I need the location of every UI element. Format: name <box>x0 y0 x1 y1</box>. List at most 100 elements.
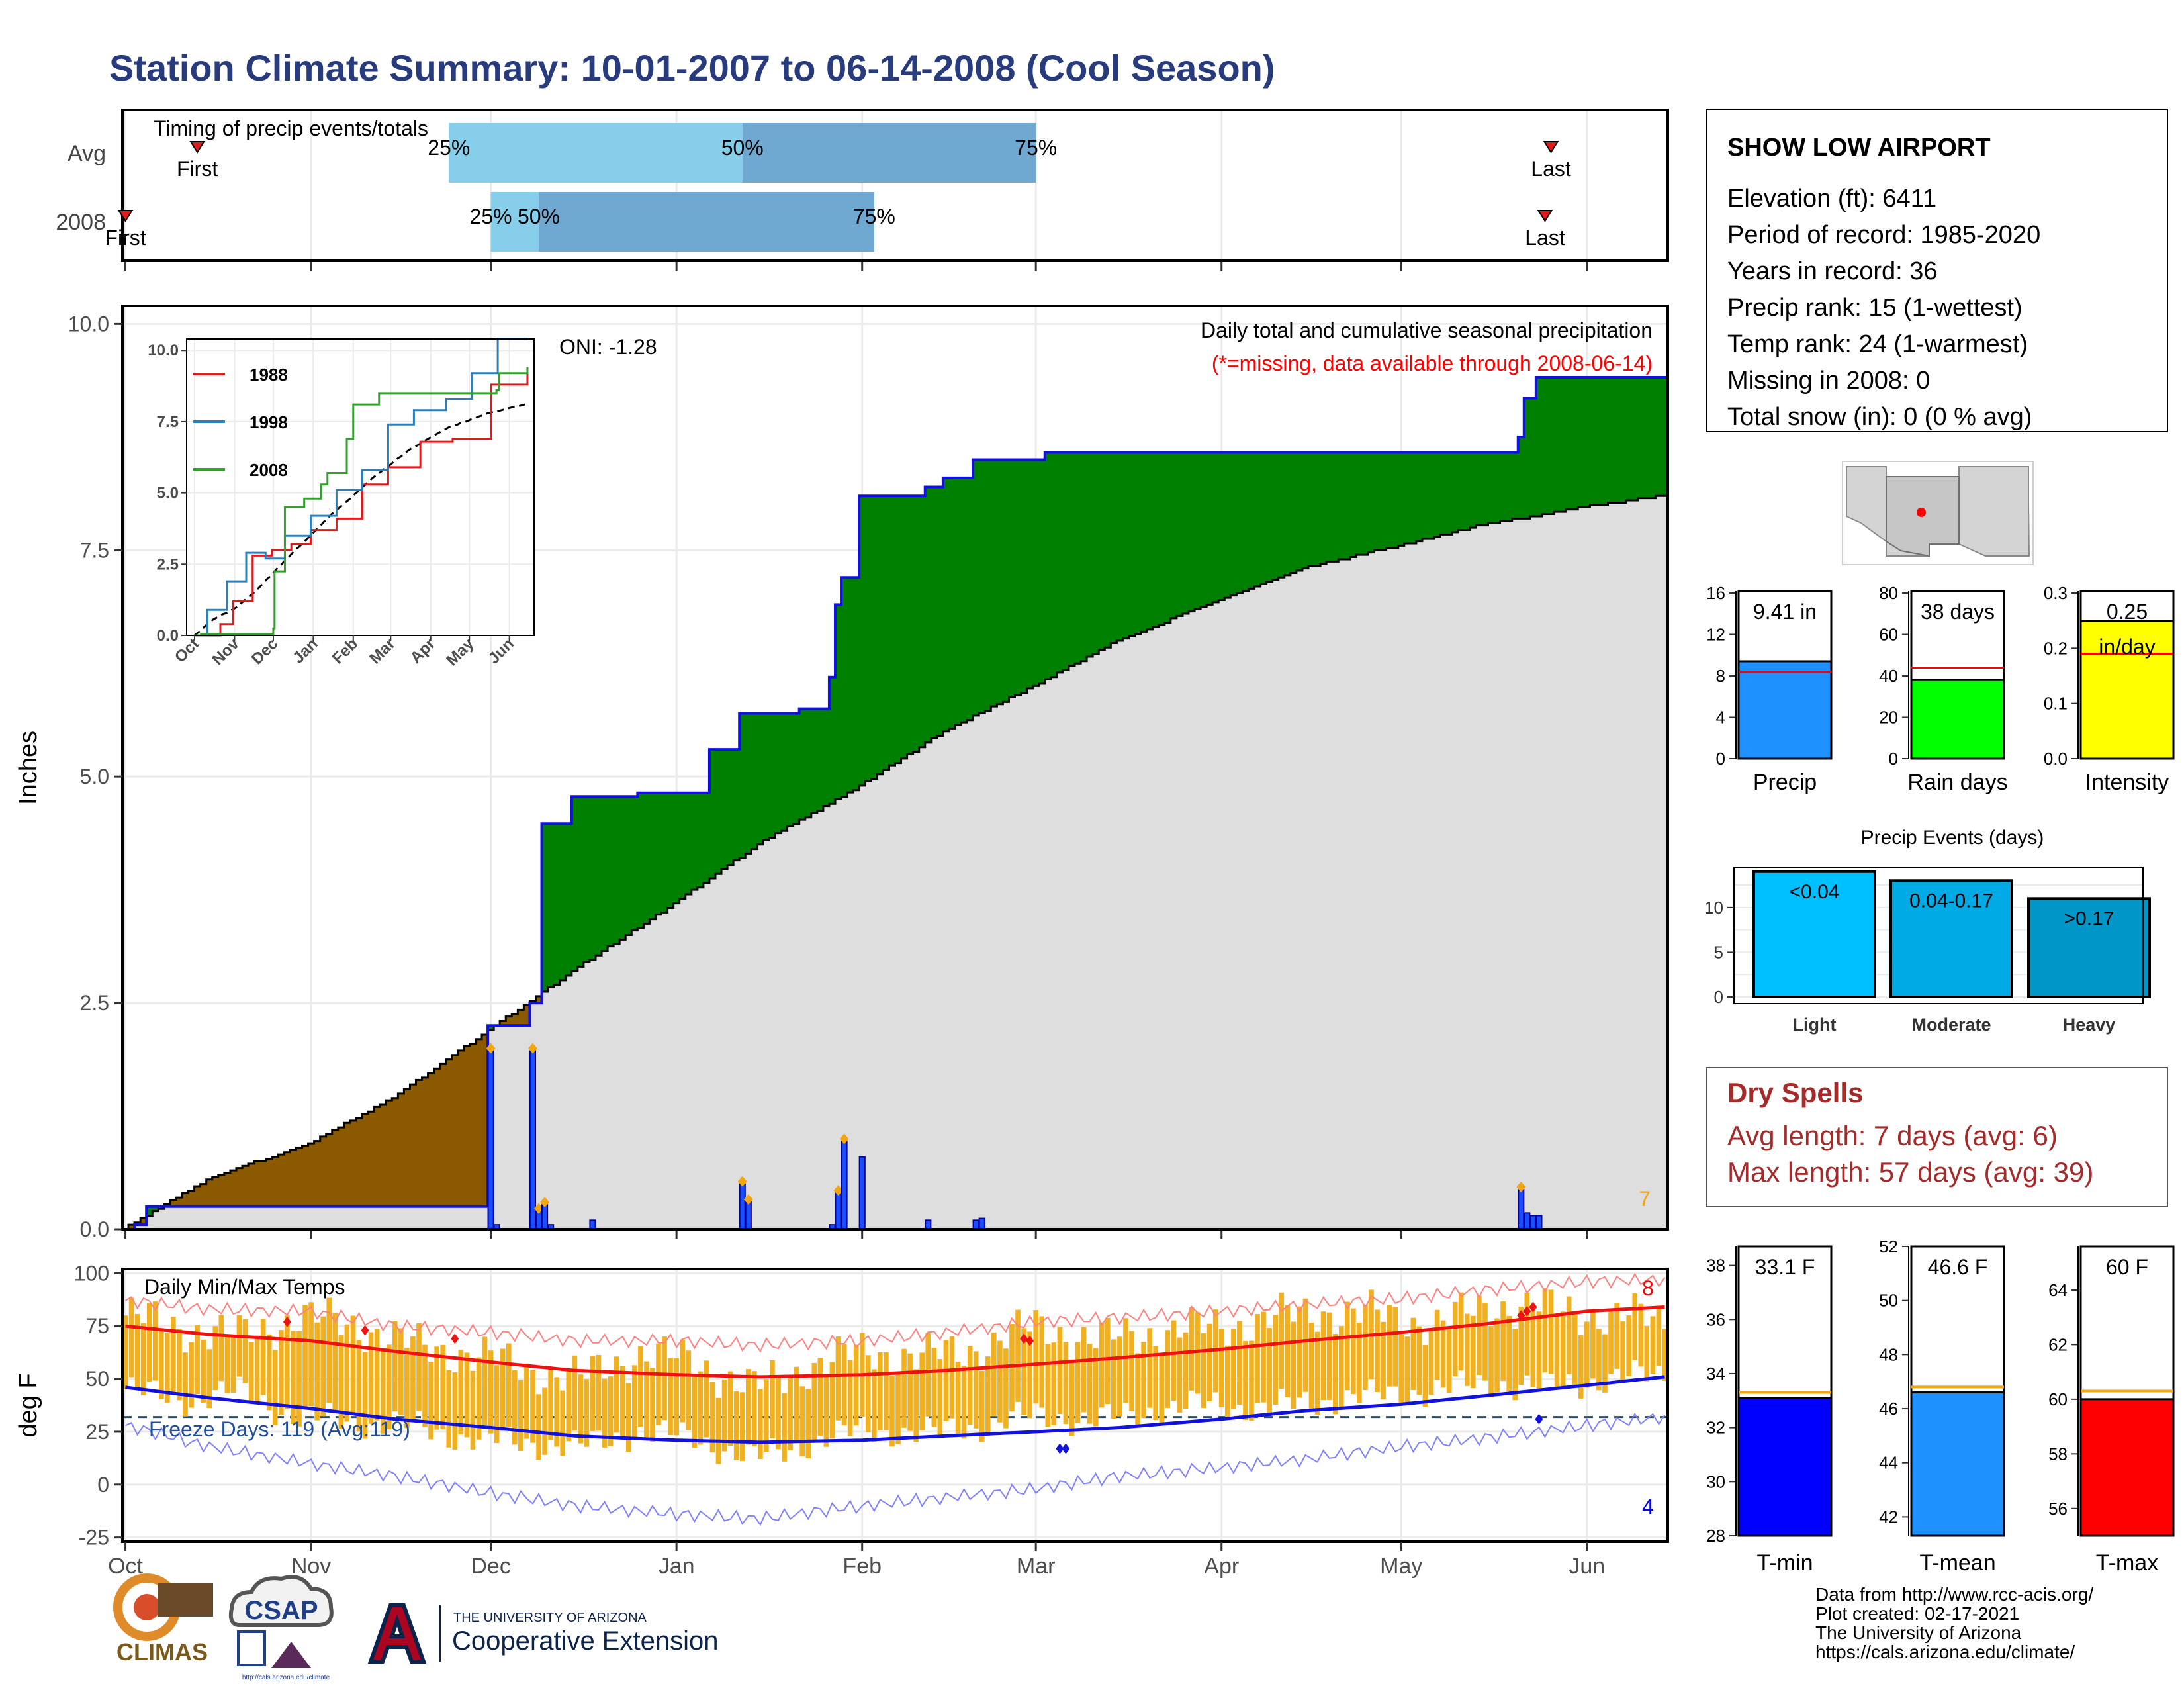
surplus-segment <box>1021 459 1028 693</box>
daily-temp-bar <box>805 1389 811 1459</box>
deficit-segment <box>176 1197 183 1207</box>
daily-precip-bar <box>1518 1188 1525 1230</box>
surplus-segment <box>1170 452 1177 618</box>
daily-temp-bar <box>745 1369 751 1445</box>
daily-temp-bar <box>835 1336 841 1421</box>
daily-temp-bar <box>302 1305 308 1409</box>
surplus-segment <box>673 792 680 904</box>
surplus-segment <box>919 496 926 747</box>
legend-label-1998: 1998 <box>250 412 288 432</box>
daily-temp-bar <box>1357 1323 1362 1404</box>
timing-first-marker <box>117 210 134 222</box>
deficit-segment <box>140 1217 147 1225</box>
daily-temp-bar <box>566 1370 572 1442</box>
daily-temp-bar <box>1506 1315 1512 1391</box>
daily-temp-bar <box>907 1353 913 1431</box>
daily-temp-bar <box>590 1356 596 1431</box>
daily-temp-bar <box>1650 1316 1656 1374</box>
surplus-segment <box>721 749 728 870</box>
surplus-segment <box>1512 452 1519 519</box>
daily-temp-bar <box>1177 1337 1183 1413</box>
daily-temp-bar <box>596 1354 602 1431</box>
record-high-marker <box>451 1333 459 1344</box>
surplus-segment <box>541 823 549 992</box>
daily-temp-bar <box>1195 1312 1201 1394</box>
daily-temp-bar <box>446 1370 452 1448</box>
summary-bar-tick-label: 0.0 <box>2044 749 2068 769</box>
surplus-segment <box>1434 452 1441 537</box>
surplus-segment <box>1547 377 1555 514</box>
surplus-segment <box>1308 452 1315 567</box>
dry-spells-max: Max length: 57 days (avg: 39) <box>1727 1156 2093 1188</box>
deficit-segment <box>188 1190 195 1207</box>
surplus-segment <box>979 459 985 714</box>
surplus-segment <box>1368 452 1375 553</box>
daily-temp-bar <box>285 1315 290 1409</box>
deficit-segment <box>535 996 543 1004</box>
daily-temp-bar <box>1206 1323 1212 1401</box>
temp-frame <box>121 1268 1669 1543</box>
summary-bars: 9.41 in 0 4 8 12 16 Precip 38 days 0 20 40 60 80 Rain… <box>1706 583 2175 795</box>
csap-wordmark: CSAP <box>244 1596 318 1625</box>
daily-temp-bar <box>1039 1316 1045 1408</box>
surplus-segment <box>1038 459 1046 684</box>
timing-last-marker <box>1543 141 1559 154</box>
daily-temp-bar <box>1572 1313 1578 1385</box>
summary-bar-label: Precip <box>1753 770 1817 795</box>
freeze-days-label: Freeze Days: 119 (Avg:119) <box>149 1417 410 1441</box>
credit-university: The University of Arizona <box>1815 1622 2022 1643</box>
station-period: Period of record: 1985-2020 <box>1727 221 2040 249</box>
surplus-segment <box>1081 452 1087 661</box>
surplus-segment <box>1302 452 1309 569</box>
surplus-segment <box>1518 437 1525 519</box>
surplus-segment <box>775 713 782 833</box>
daily-temp-bar <box>625 1383 631 1452</box>
surplus-segment <box>1452 452 1459 532</box>
daily-temp-bar <box>788 1377 793 1450</box>
daily-temp-bar <box>1063 1342 1069 1425</box>
timing-panel: 25% 50% 75% 25% 50% 75% Timing of precip even… <box>56 109 1669 271</box>
daily-temp-bar <box>159 1328 164 1400</box>
daily-temp-bar <box>189 1342 194 1408</box>
daily-temp-bar <box>260 1319 266 1395</box>
timing-last-label: Last <box>1525 226 1565 250</box>
daily-temp-bar <box>1332 1333 1338 1415</box>
temp-background <box>122 1269 1668 1542</box>
surplus-segment <box>955 477 962 725</box>
daily-temp-bar <box>925 1333 931 1417</box>
daily-temp-bar <box>937 1359 943 1434</box>
timing-bar-25-50 <box>490 192 539 252</box>
surplus-segment <box>1212 452 1219 602</box>
deficit-segment <box>272 1156 279 1207</box>
station-missing: Missing in 2008: 0 <box>1727 367 1930 395</box>
precip-areas <box>122 376 1668 1231</box>
daily-temp-bar <box>338 1335 344 1429</box>
daily-precip-bar <box>487 1050 494 1230</box>
daily-temp-bar <box>171 1316 176 1392</box>
record-high-marker <box>1026 1335 1034 1346</box>
record-min-line <box>125 1412 1666 1526</box>
daily-temp-bar <box>1297 1306 1302 1398</box>
surplus-segment <box>936 487 944 736</box>
daily-temp-bar <box>1452 1301 1458 1377</box>
precip-corner-value: 7 <box>1639 1187 1651 1211</box>
summary-bar-tick-label: 8 <box>1716 666 1725 686</box>
daily-precip-bar <box>1535 1215 1543 1231</box>
temp-y-axis-label: deg F <box>15 1373 42 1437</box>
surplus-segment <box>1631 377 1639 501</box>
surplus-segment <box>769 713 776 838</box>
ua-bottom-text: Cooperative Extension <box>452 1626 718 1656</box>
surplus-segment <box>703 792 710 883</box>
surplus-segment <box>1494 452 1501 524</box>
station-years: Years in record: 36 <box>1727 258 1938 285</box>
events-category-label: Heavy <box>2063 1015 2116 1035</box>
daily-temp-bar <box>1375 1309 1380 1392</box>
daily-precip-marker <box>534 1203 544 1214</box>
daily-temp-bar <box>739 1392 745 1461</box>
timing-row-avg-label: Avg <box>68 141 106 166</box>
daily-temp-bar <box>967 1346 973 1425</box>
deficit-segment <box>451 1055 459 1207</box>
daily-temp-bar <box>943 1340 949 1421</box>
surplus-segment <box>811 708 818 813</box>
record-high-marker <box>283 1316 291 1327</box>
